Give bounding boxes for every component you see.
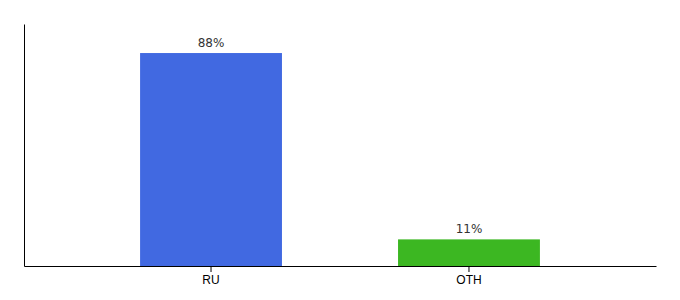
x-tick-label: OTH [456, 273, 481, 287]
chart: RU OTH 88% 11% [0, 0, 680, 300]
x-tick: OTH [456, 266, 481, 287]
y-axis-line [24, 25, 25, 267]
x-axis: RU OTH [25, 266, 657, 287]
data-label: 88% [198, 36, 225, 50]
bars [140, 53, 540, 266]
x-tick-mark [211, 266, 212, 272]
x-tick-mark [468, 266, 469, 272]
plot: RU OTH 88% 11% [25, 25, 657, 287]
x-tick: RU [202, 266, 219, 287]
bar [140, 53, 282, 266]
data-labels: 88% 11% [198, 36, 483, 236]
data-label: 11% [456, 222, 483, 236]
x-axis-line [25, 266, 657, 267]
y-axis [24, 25, 25, 267]
bar [398, 239, 540, 266]
x-tick-label: RU [202, 273, 219, 287]
